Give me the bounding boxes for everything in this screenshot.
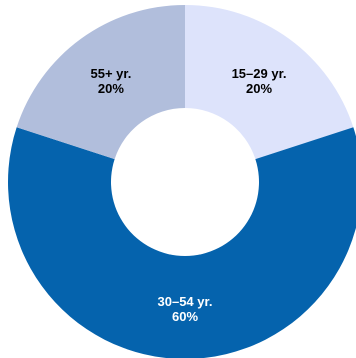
slice-label-2: 55+ yr. 20% <box>91 66 132 96</box>
slice-label-1: 30–54 yr. 60% <box>158 294 213 324</box>
slice-value-2: 20% <box>98 81 124 96</box>
donut-slice-1 <box>8 127 356 358</box>
donut-slice-2 <box>16 5 186 160</box>
slice-name-1: 30–54 yr. <box>158 294 213 309</box>
donut-slice-0 <box>185 5 354 160</box>
slice-name-0: 15–29 yr. <box>232 66 287 81</box>
slice-name-2: 55+ yr. <box>91 66 132 81</box>
slice-label-0: 15–29 yr. 20% <box>232 66 287 96</box>
slice-value-1: 60% <box>172 309 198 324</box>
slice-value-0: 20% <box>246 81 272 96</box>
